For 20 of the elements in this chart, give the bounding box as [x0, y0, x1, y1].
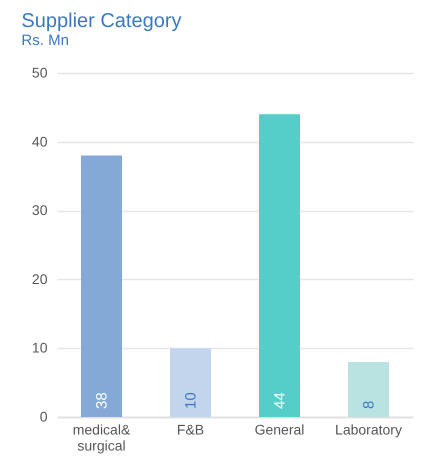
bar	[348, 362, 389, 417]
y-tick-label: 40	[32, 133, 48, 150]
y-tick-label: 20	[32, 270, 48, 287]
data-label: 44	[272, 392, 288, 409]
chart-subtitle: Rs. Mn	[21, 32, 69, 49]
bar	[259, 114, 300, 417]
y-tick-label: 0	[40, 408, 48, 424]
x-tick-label: F&B	[176, 422, 204, 438]
y-tick-label: 30	[32, 202, 48, 218]
y-tick-label: 10	[32, 340, 48, 356]
bar	[81, 156, 122, 417]
data-label: 38	[94, 392, 110, 409]
x-tick-label: medical& surgical	[72, 422, 131, 454]
x-tick-label: General	[254, 422, 304, 438]
data-label: 10	[182, 392, 200, 409]
y-tick-label: 50	[32, 64, 48, 80]
x-tick-label: Laboratory	[335, 422, 402, 438]
data-label: 8	[360, 400, 378, 409]
chart-title: Supplier Category	[21, 10, 182, 32]
bar	[170, 348, 211, 417]
